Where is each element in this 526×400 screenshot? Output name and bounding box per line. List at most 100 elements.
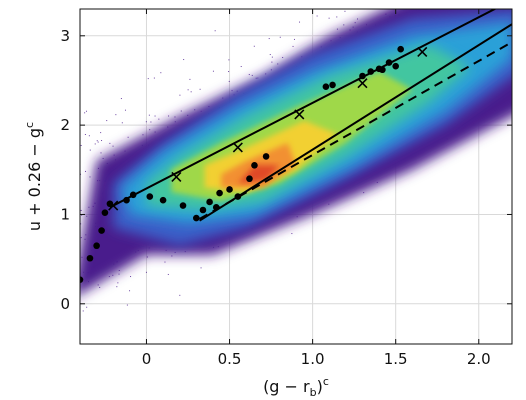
x-axis-label: (g − rb)c [263,375,329,399]
density-speckle [112,145,114,147]
density-speckle [124,109,126,111]
density-speckle [381,4,382,5]
x-tick-label: 1.0 [301,350,325,368]
dot-marker-point [206,198,213,206]
x-tick-label: 0 [142,350,152,368]
density-speckle [101,140,103,142]
density-speckle [265,73,267,75]
density-speckle [116,286,118,288]
plot-frame [79,8,513,345]
dot-marker-point [80,276,84,283]
density-speckle [293,38,295,40]
density-speckle [154,115,156,117]
dot-marker-point [392,62,399,70]
series-layer [80,9,512,283]
density-speckle [80,144,82,146]
density-speckle [112,274,114,276]
density-speckle [255,77,257,79]
density-speckle [85,170,87,172]
density-speckle [190,91,192,93]
y-axis-label: u + 0.26 − gc [23,122,44,231]
density-speckle [150,121,152,123]
density-speckle [158,118,160,120]
density-speckle [120,98,122,100]
dot-marker-point [129,191,137,199]
density-speckle [292,45,294,47]
density-speckle [118,273,120,275]
density-speckle [142,134,144,136]
density-speckle [97,141,99,143]
dot-marker-point [106,200,114,208]
density-speckle [189,78,191,80]
density-speckle [454,0,455,1]
density-speckle [212,70,214,72]
dot-marker-point [146,193,154,200]
density-speckle [427,1,428,2]
density-speckle [89,149,91,151]
dot-marker-point [193,214,200,222]
density-speckle [445,6,446,7]
density-speckle [149,129,151,131]
density-speckle [94,143,96,145]
dot-marker-point [98,227,105,234]
x-tick-label: 0.5 [218,350,242,368]
dot-marker-point [101,209,109,216]
density-speckle [334,6,335,7]
dot-marker-point [262,153,270,160]
density-speckle [129,290,131,292]
density-speckle [86,306,88,308]
dot-marker-point [329,81,336,89]
dot-marker-point [359,72,366,80]
density-speckle [126,304,128,306]
dot-marker-point [123,196,130,204]
density-speckle [257,77,259,79]
density-speckle [164,261,166,263]
density-speckle [85,110,87,112]
density-speckle [251,74,253,76]
density-speckle [282,56,284,58]
dot-marker-point [216,189,223,197]
dot-marker-point [322,83,330,91]
density-speckle [121,122,123,124]
density-speckle [325,5,326,6]
density-speckle [84,112,86,114]
density-speckle [148,114,150,116]
dot-marker-point [86,254,94,262]
dot-marker-point [199,206,207,214]
density-speckle [99,286,101,288]
y-tick-label: 1 [60,205,70,223]
density-speckle [89,176,91,178]
density-speckle [363,192,365,194]
density-speckle [187,89,189,91]
density-speckle [412,0,413,1]
density-speckle [461,5,462,6]
density-speckle [160,72,162,74]
dot-marker-point [226,186,233,193]
series-line-solid [109,9,497,209]
density-speckle [240,66,242,68]
density-speckle [253,45,255,47]
density-speckle [344,10,346,12]
density-speckle [309,2,310,3]
density-speckle [97,284,99,286]
density-speckle [109,142,111,144]
density-speckle [146,256,148,258]
x-tick-label: 1.5 [384,350,408,368]
dot-marker-point [93,242,100,250]
density-speckle [429,2,430,3]
density-speckle [271,61,273,63]
density-speckle [106,120,108,122]
density-speckle [96,140,98,142]
density-speckle [279,36,281,38]
density-speckle [179,94,181,96]
density-speckle [336,28,338,30]
x-marker-point [417,46,428,57]
density-speckle [88,135,90,137]
density-speckle [80,237,82,239]
density-speckle [493,3,494,4]
density-speckle [277,63,279,65]
density-speckle [100,132,102,134]
x-marker-point [171,171,182,183]
density-speckle [328,17,330,19]
